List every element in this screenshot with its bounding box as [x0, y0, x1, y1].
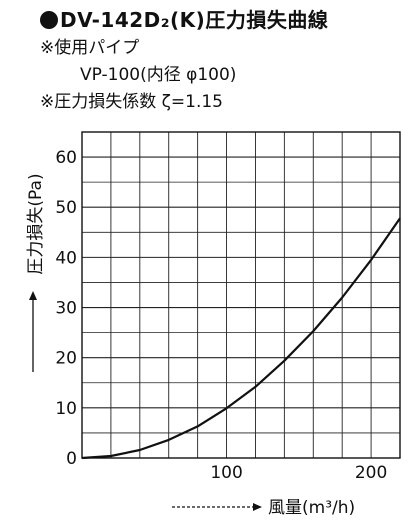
pipe-spec: VP-100(内径 φ100) [80, 65, 237, 85]
loss-curve [81, 217, 401, 460]
y-tick-label: 40 [55, 248, 77, 268]
y-tick-label: 60 [55, 148, 77, 168]
y-tick-label: 30 [55, 299, 77, 319]
x-tick-label: 200 [355, 463, 387, 483]
chart-title-text: DV-142D₂(K)圧力損失曲線 [60, 8, 329, 32]
plot-frame [81, 131, 401, 459]
x-tick-label: 100 [210, 463, 242, 483]
plot-border [81, 131, 401, 459]
y-tick-label: 50 [55, 198, 77, 218]
y-axis-arrow-head [29, 291, 37, 300]
chart-header: DV-142D₂(K)圧力損失曲線 ※使用パイプ VP-100(内径 φ100)… [40, 4, 328, 114]
y-axis-label: 圧力損失(Pa) [26, 173, 46, 274]
series-line [81, 217, 401, 460]
chart-title: DV-142D₂(K)圧力損失曲線 [40, 4, 328, 33]
y-tick-label: 20 [55, 349, 77, 369]
bullet-icon [40, 11, 58, 29]
x-tick-labels: 100 200 [210, 463, 387, 483]
x-axis-label: 風量(m³/h) [268, 498, 355, 518]
loss-coefficient: ※圧力損失係数 ζ=1.15 [40, 92, 223, 112]
grid [82, 132, 400, 458]
pipe-label: ※使用パイプ [40, 38, 140, 58]
y-tick-label: 10 [55, 399, 77, 419]
y-tick-labels: 0 10 20 30 40 50 60 [55, 148, 77, 469]
y-tick-label: 0 [66, 449, 77, 469]
x-axis-arrow-head [253, 503, 262, 511]
